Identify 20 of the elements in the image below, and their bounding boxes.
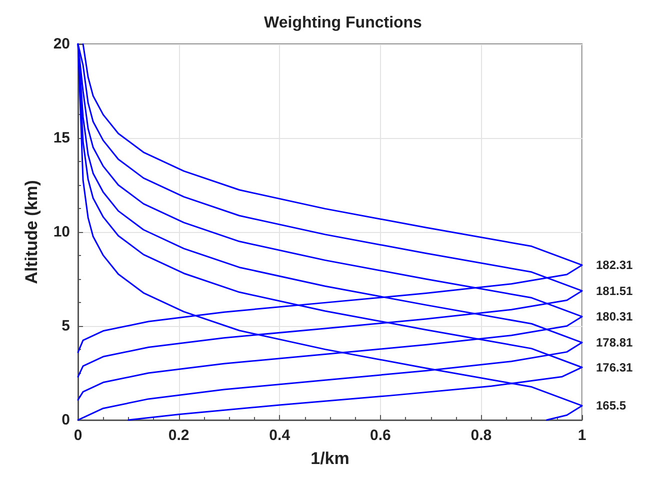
y-tick-label: 15 <box>53 130 70 146</box>
series-label: 178.81 <box>596 336 634 350</box>
x-tick-label: 0.8 <box>470 427 492 444</box>
y-tick-label: 0 <box>62 412 70 428</box>
y-tick-label: 10 <box>53 224 70 240</box>
series-label: 165.5 <box>596 398 626 413</box>
x-axis-title: 1/km <box>310 449 350 468</box>
y-tick-label: 20 <box>53 36 70 52</box>
x-tick-label: 0.6 <box>370 427 391 444</box>
chart-title: Weighting Functions <box>264 14 422 32</box>
series-label: 176.31 <box>596 360 634 374</box>
y-axis-title: Altitude (km) <box>22 180 41 284</box>
x-tick-label: 0 <box>74 427 82 444</box>
series-label: 181.51 <box>596 284 634 298</box>
y-tick-label: 5 <box>62 318 70 334</box>
x-tick-label: 0.4 <box>269 427 291 444</box>
x-tick-label: 1 <box>578 427 586 444</box>
series-label: 182.31 <box>596 258 634 272</box>
series-label: 180.31 <box>596 310 634 324</box>
x-tick-label: 0.2 <box>168 427 190 444</box>
